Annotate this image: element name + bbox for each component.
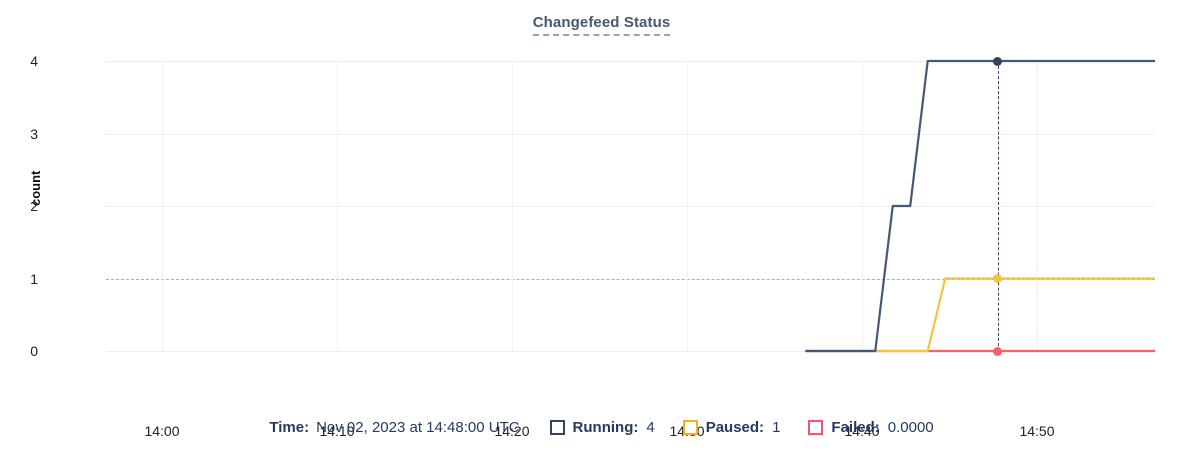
legend-label-running: Running: <box>572 419 639 436</box>
y-tick-3: 3 <box>30 125 38 142</box>
vgridline-1430 <box>687 61 688 351</box>
y-tick-0: 0 <box>30 343 38 359</box>
x-tick-1420: 14:20 <box>494 423 530 439</box>
x-tick-1410: 14:10 <box>319 423 355 439</box>
series-line-running <box>805 59 1155 353</box>
crosshair-marker-paused <box>993 274 1003 283</box>
legend-time: Time: Nov 02, 2023 at 14:48:00 UTC <box>269 419 519 436</box>
y-tick-2: 2 <box>30 198 38 214</box>
legend-item-paused[interactable]: Paused: 1 <box>682 419 781 436</box>
x-tick-1450: 14:50 <box>1019 423 1055 439</box>
crosshair-marker-running <box>993 56 1003 66</box>
series-line-paused <box>805 277 1155 353</box>
legend-time-value: Nov 02, 2023 at 14:48:00 UTC <box>316 419 520 436</box>
crosshair-vertical-line <box>997 61 999 351</box>
gridline-y4 <box>106 61 1155 62</box>
legend-value-paused: 1 <box>772 419 781 436</box>
legend-item-failed[interactable]: Failed: 0.0000 <box>808 419 934 436</box>
vgridline-1420 <box>512 61 513 351</box>
gridline-y3 <box>106 133 1155 135</box>
legend-label-failed: Failed: <box>831 419 880 436</box>
legend-swatch-paused-icon <box>682 420 698 435</box>
legend-swatch-failed-icon <box>808 420 824 435</box>
series-layer <box>805 59 1155 353</box>
legend-item-running[interactable]: Running: 4 <box>549 419 655 436</box>
chart-legend: Time: Nov 02, 2023 at 14:48:00 UTC Runni… <box>0 419 1203 436</box>
x-tick-1400: 14:00 <box>144 423 180 439</box>
legend-time-key: Time: <box>269 419 310 436</box>
y-tick-4: 4 <box>30 53 38 69</box>
legend-label-paused: Paused: <box>705 419 765 436</box>
vgridline-1450 <box>1037 61 1038 351</box>
y-tick-1: 1 <box>30 270 38 287</box>
vgridline-1440 <box>862 61 863 351</box>
chart-title: Changefeed Status <box>0 14 1203 36</box>
gridline-y1-crosshair <box>106 278 1155 280</box>
chart-title-text: Changefeed Status <box>532 14 671 36</box>
legend-value-failed: 0.0000 <box>887 419 934 436</box>
legend-value-running: 4 <box>646 419 655 436</box>
vgridline-1400 <box>162 61 163 351</box>
crosshair-marker-failed <box>993 346 1003 356</box>
gridline-y0 <box>106 351 1155 352</box>
vgridline-1410 <box>337 61 338 351</box>
legend-swatch-running-icon <box>549 420 565 435</box>
x-tick-1440: 14:40 <box>844 423 880 439</box>
gridline-y2 <box>106 206 1155 207</box>
plot-area[interactable]: 4 3 2 1 0 14:00 14:10 14:20 14:30 14:40 … <box>30 53 1155 439</box>
